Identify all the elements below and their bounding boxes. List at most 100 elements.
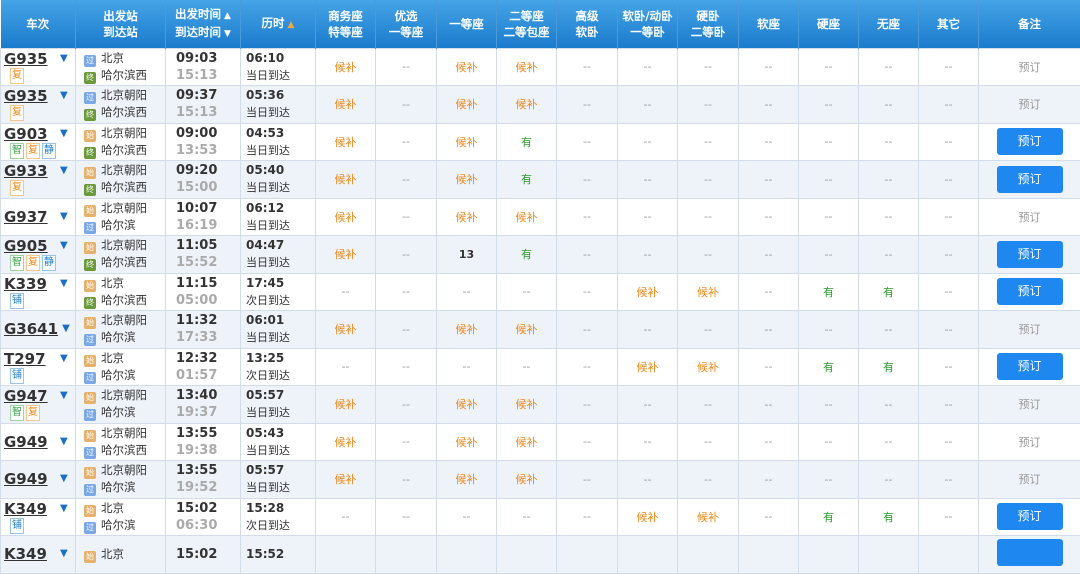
chevron-down-icon[interactable]: ▼ (60, 237, 68, 255)
sort-up-icon[interactable]: ▲ (224, 11, 231, 21)
seat-availability: -- (678, 311, 739, 349)
seat-availability[interactable]: 有 (799, 498, 859, 536)
seat-availability[interactable]: 候补 (316, 198, 376, 236)
seat-availability[interactable]: 候补 (678, 273, 739, 311)
seat-availability[interactable]: 候补 (618, 273, 678, 311)
seat-availability[interactable]: 候补 (497, 86, 557, 124)
chevron-down-icon[interactable]: ▼ (60, 387, 68, 405)
seat-availability[interactable]: 候补 (437, 86, 497, 124)
seat-availability[interactable]: 候补 (618, 348, 678, 386)
seat-availability (618, 536, 678, 574)
seat-availability: -- (799, 461, 859, 499)
seat-availability[interactable]: 候补 (497, 198, 557, 236)
arrival-day: 当日到达 (246, 144, 290, 157)
arrival-day: 当日到达 (246, 406, 290, 419)
sort-down-icon[interactable]: ▼ (224, 29, 231, 39)
seat-availability[interactable]: 候补 (316, 48, 376, 86)
seat-availability[interactable]: 候补 (497, 386, 557, 424)
train-tag: 复 (26, 405, 40, 421)
chevron-down-icon[interactable]: ▼ (60, 50, 68, 68)
duration: 15:28 (246, 500, 315, 517)
seat-availability[interactable]: 有 (859, 498, 919, 536)
seat-availability[interactable]: 候补 (316, 386, 376, 424)
train-number-link[interactable]: K349 (4, 500, 56, 518)
seat-availability[interactable]: 候补 (437, 423, 497, 461)
remark-cell: 预订 (979, 161, 1080, 199)
train-number-link[interactable]: G903 (4, 125, 56, 143)
station-pass-icon: 过 (84, 372, 96, 384)
book-button[interactable]: 预订 (997, 166, 1063, 193)
seat-availability: -- (376, 348, 437, 386)
book-button[interactable]: 预订 (997, 241, 1063, 268)
train-number-link[interactable]: G949 (4, 433, 56, 451)
seat-availability[interactable]: 候补 (497, 461, 557, 499)
train-number-link[interactable]: G933 (4, 162, 56, 180)
seat-availability[interactable]: 候补 (316, 236, 376, 274)
seat-availability[interactable]: 候补 (497, 48, 557, 86)
train-cell: G905▼智复静 (1, 236, 76, 274)
chevron-down-icon[interactable]: ▼ (62, 320, 70, 338)
seat-availability[interactable]: 候补 (437, 386, 497, 424)
seat-availability[interactable]: 有 (497, 123, 557, 161)
seat-availability[interactable]: 有 (859, 348, 919, 386)
seat-availability[interactable]: 有 (497, 161, 557, 199)
chevron-down-icon[interactable]: ▼ (60, 125, 68, 143)
train-number-link[interactable]: T297 (4, 350, 56, 368)
seat-availability[interactable]: 候补 (437, 161, 497, 199)
seat-availability[interactable]: 有 (799, 348, 859, 386)
seat-availability[interactable]: 候补 (678, 498, 739, 536)
station-start-icon: 始 (84, 167, 96, 179)
train-number-link[interactable]: G905 (4, 237, 56, 255)
seat-availability[interactable]: 候补 (316, 86, 376, 124)
seat-availability[interactable]: 有 (859, 273, 919, 311)
col-time[interactable]: 出发时间▲到达时间▼ (166, 0, 241, 48)
seat-availability[interactable]: 有 (799, 273, 859, 311)
seat-availability[interactable]: 候补 (437, 48, 497, 86)
train-number-link[interactable]: G947 (4, 387, 56, 405)
train-number-link[interactable]: K339 (4, 275, 56, 293)
chevron-down-icon[interactable]: ▼ (60, 433, 68, 451)
train-number-link[interactable]: G935 (4, 87, 56, 105)
depart-time: 09:37 (176, 87, 240, 104)
seat-availability: -- (799, 123, 859, 161)
seat-availability[interactable]: 候补 (316, 461, 376, 499)
book-button[interactable]: 预订 (997, 128, 1063, 155)
col-duration[interactable]: 历时▲ (241, 0, 316, 48)
train-number-link[interactable]: G937 (4, 208, 56, 226)
train-number-link[interactable]: G949 (4, 470, 56, 488)
chevron-down-icon[interactable]: ▼ (60, 87, 68, 105)
book-button[interactable]: 预订 (997, 353, 1063, 380)
seat-availability[interactable]: 13 (437, 236, 497, 274)
seat-availability[interactable]: 候补 (618, 498, 678, 536)
seat-availability: -- (678, 198, 739, 236)
seat-availability[interactable]: 候补 (316, 311, 376, 349)
seat-availability[interactable]: 候补 (437, 311, 497, 349)
seat-availability[interactable]: 有 (497, 236, 557, 274)
seat-availability[interactable]: 候补 (437, 123, 497, 161)
chevron-down-icon[interactable]: ▼ (60, 275, 68, 293)
chevron-down-icon[interactable]: ▼ (60, 350, 68, 368)
seat-availability[interactable]: 候补 (316, 123, 376, 161)
chevron-down-icon[interactable]: ▼ (60, 208, 68, 226)
chevron-down-icon[interactable]: ▼ (60, 500, 68, 518)
book-button[interactable]: 预订 (997, 503, 1063, 530)
seat-availability[interactable]: 候补 (678, 348, 739, 386)
seat-availability[interactable]: 候补 (497, 423, 557, 461)
book-button[interactable]: 预订 (997, 278, 1063, 305)
chevron-down-icon[interactable]: ▼ (60, 470, 68, 488)
seat-availability[interactable]: 候补 (316, 423, 376, 461)
train-number-link[interactable]: G3641 (4, 320, 58, 338)
seat-availability: -- (739, 386, 799, 424)
arrive-time: 15:00 (176, 179, 240, 196)
seat-availability[interactable]: 候补 (497, 311, 557, 349)
book-button[interactable] (997, 539, 1063, 566)
col-seat: 高级软卧 (557, 0, 618, 48)
from-station: 北京朝阳 (101, 126, 147, 140)
train-number-link[interactable]: G935 (4, 50, 56, 68)
sort-up-icon[interactable]: ▲ (288, 20, 295, 30)
seat-availability[interactable]: 候补 (437, 461, 497, 499)
chevron-down-icon[interactable]: ▼ (60, 162, 68, 180)
seat-availability[interactable]: 候补 (316, 161, 376, 199)
seat-availability[interactable]: 候补 (437, 198, 497, 236)
